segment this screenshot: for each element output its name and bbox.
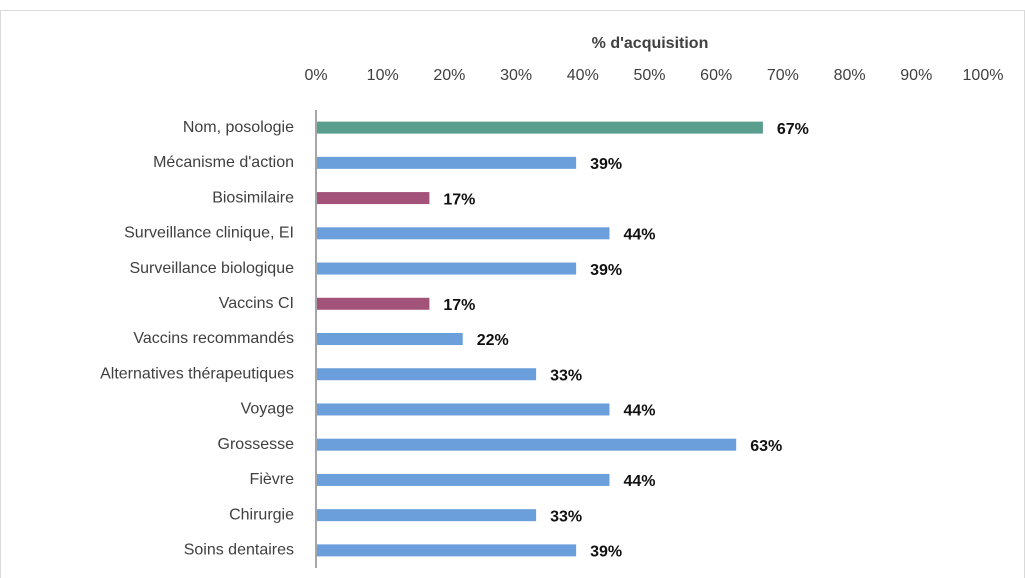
y-tick-label: Voyage (241, 401, 294, 418)
y-tick-label: Surveillance clinique, EI (124, 225, 294, 242)
value-label: 67% (777, 121, 809, 138)
x-tick-label: 20% (433, 67, 465, 84)
x-tick-label: 60% (700, 67, 732, 84)
x-tick-label: 80% (834, 67, 866, 84)
bar (316, 438, 737, 451)
value-label: 33% (550, 508, 582, 525)
x-tick-label: 100% (963, 67, 1004, 84)
bar (316, 403, 610, 416)
y-tick-label: Alternatives thérapeutiques (100, 365, 294, 382)
x-tick-label: 0% (304, 67, 327, 84)
y-tick-label: Surveillance biologique (129, 260, 294, 277)
frame (0, 10, 1025, 578)
bar (316, 333, 463, 345)
bar (316, 297, 430, 310)
bar (316, 156, 577, 169)
value-label: 17% (443, 297, 475, 314)
value-label: 44% (623, 403, 655, 420)
y-tick-label: Grossesse (218, 436, 295, 453)
bar (316, 227, 610, 240)
value-label: 22% (477, 332, 509, 349)
x-tick-label: 50% (633, 67, 665, 84)
value-label: 39% (590, 156, 622, 173)
value-label: 39% (590, 544, 622, 561)
x-tick-label: 90% (900, 67, 932, 84)
x-tick-label: 40% (567, 67, 599, 84)
bar (316, 368, 537, 381)
y-tick-label: Vaccins recommandés (133, 330, 294, 347)
y-tick-label: Biosimilaire (212, 189, 294, 206)
y-tick-label: Nom, posologie (183, 119, 294, 136)
value-label: 44% (623, 473, 655, 490)
y-tick-label: Vaccins CI (219, 295, 294, 312)
value-label: 39% (590, 262, 622, 279)
bar (316, 192, 430, 205)
x-tick-label: 10% (367, 67, 399, 84)
value-label: 63% (750, 438, 782, 455)
value-label: 44% (623, 227, 655, 244)
bar (316, 473, 610, 486)
bar (316, 262, 577, 275)
value-label: 33% (550, 367, 582, 384)
value-label: 17% (443, 191, 475, 208)
axis-title: % d'acquisition (592, 35, 709, 52)
y-tick-label: Fièvre (250, 471, 295, 488)
x-tick-label: 70% (767, 67, 799, 84)
y-tick-label: Mécanisme d'action (153, 154, 294, 171)
bar (316, 509, 537, 522)
y-tick-label: Soins dentaires (184, 542, 294, 559)
bar (316, 121, 763, 134)
bar (316, 544, 577, 557)
x-tick-label: 30% (500, 67, 532, 84)
y-tick-label: Chirurgie (229, 506, 294, 523)
